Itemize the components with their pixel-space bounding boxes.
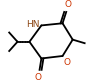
Text: O: O	[63, 58, 70, 67]
Text: HN: HN	[26, 20, 40, 29]
Text: O: O	[65, 0, 72, 9]
Text: O: O	[34, 73, 41, 82]
